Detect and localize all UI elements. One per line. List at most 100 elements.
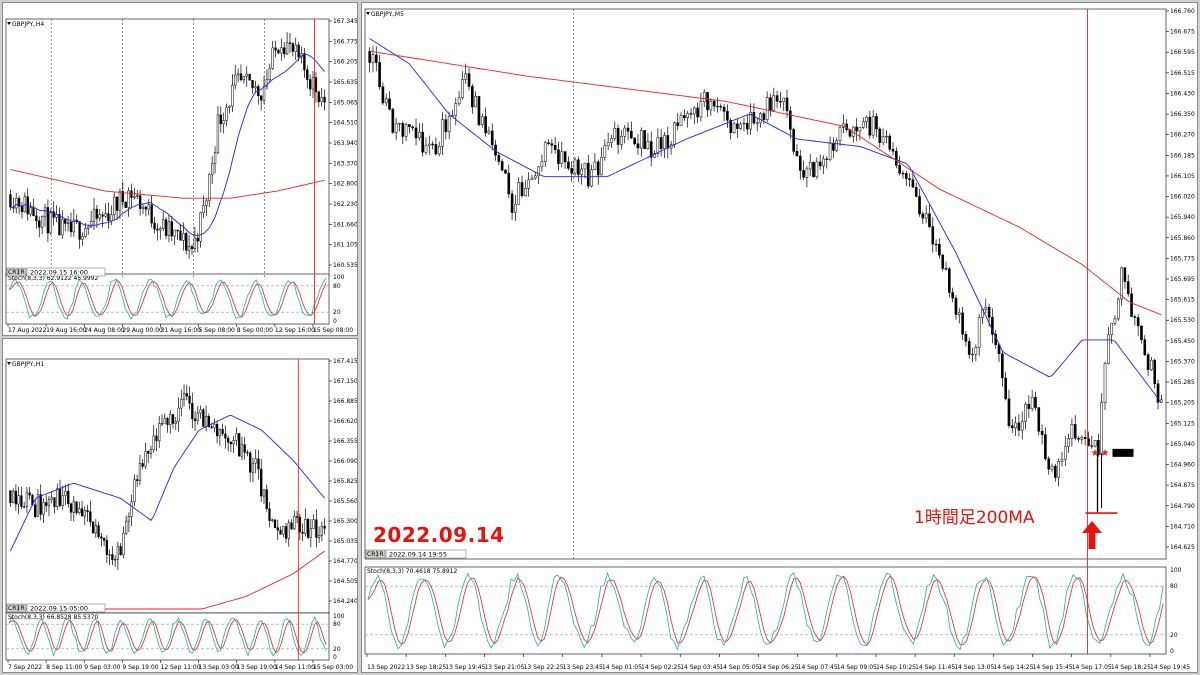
candle-body (163, 417, 166, 424)
candle-body (107, 213, 110, 222)
r-box (18, 603, 27, 613)
candle-body (918, 196, 921, 215)
candle-body (1136, 317, 1140, 327)
candle-body (514, 204, 517, 213)
candle-body (282, 526, 285, 535)
time-tick-label: 14 Sep 13:05 (954, 664, 994, 671)
candle-body (9, 194, 12, 208)
candle-body (570, 168, 574, 174)
chart-window-m5[interactable]: GBPJPY.,M5 166.760 166.675 166.595 166.515 16… (361, 2, 1198, 673)
price-tick-label: 164.510 (333, 120, 358, 127)
candle-body (961, 312, 964, 335)
candle-body (58, 488, 62, 506)
price-tick-label: 166.350 (1170, 111, 1195, 118)
candle-body (323, 526, 326, 529)
candle-body (676, 122, 680, 126)
candle-body (45, 502, 48, 506)
price-tick-label: 162.230 (333, 201, 358, 208)
candle-body (288, 42, 292, 44)
candle-body (202, 205, 205, 213)
price-tick-label: 166.090 (333, 458, 358, 465)
candle-body (414, 127, 418, 139)
entry-star-icon: ★ (1091, 448, 1100, 459)
candle-body (692, 107, 696, 115)
price-tick-label: 167.415 (333, 358, 358, 365)
time-tick-label: 14 Sep 05:05 (719, 664, 759, 671)
candle-body (888, 135, 892, 150)
candle-body (89, 511, 92, 523)
price-tick-label: 165.205 (1170, 400, 1195, 407)
candle-body (1080, 437, 1084, 440)
time-tick-label: 14 Sep 18:25 (1111, 664, 1151, 671)
stoch-tick-label: 20 (333, 646, 341, 653)
candle-body (298, 516, 301, 533)
price-tick-label: 164.960 (1170, 462, 1195, 469)
candle-body (719, 105, 723, 108)
candle-body (477, 96, 481, 125)
up-arrow-icon (1082, 521, 1102, 549)
price-tick-label: 165.860 (1170, 235, 1195, 242)
chart-title: GBPJPY.,M5 (371, 11, 404, 18)
candle-body (626, 127, 630, 132)
candle-body (1004, 377, 1007, 400)
candle-body (285, 42, 289, 55)
candle-body (567, 161, 570, 169)
candle-body (147, 204, 150, 210)
candle-body (447, 116, 451, 133)
candle-body (524, 188, 527, 197)
price-tick-label: 165.040 (1170, 441, 1195, 448)
cursor-time-box (26, 267, 106, 277)
candle-body (144, 451, 147, 467)
candle-body (108, 554, 111, 556)
candle-body (520, 182, 524, 197)
candle-body (295, 516, 299, 518)
chart-h1-canvas[interactable]: GBPJPY.,H1 167.415 167.150 166.885 166.620 16… (3, 339, 358, 673)
candle-body (1014, 422, 1017, 429)
candle-body (40, 216, 44, 228)
time-tick-label: 14 Sep 09:05 (837, 664, 877, 671)
candle-body (125, 520, 128, 534)
candle-body (1024, 403, 1027, 422)
candle-body (1007, 398, 1011, 426)
candle-body (706, 92, 709, 111)
candle-body (52, 211, 55, 218)
candle-body (66, 221, 70, 224)
candle-body (537, 166, 540, 177)
candle-body (739, 123, 742, 129)
candle-body (274, 47, 277, 51)
candle-body (210, 426, 213, 429)
stoch-main-line (8, 615, 327, 657)
stoch-signal-line (367, 575, 1164, 646)
candle-body (122, 532, 125, 556)
candle-body (1010, 425, 1014, 429)
candle-body (898, 165, 901, 174)
candle-body (234, 74, 237, 86)
candle-body (779, 101, 782, 103)
candle-body (228, 105, 231, 108)
candle-body (702, 92, 706, 102)
candle-body (304, 519, 307, 534)
candle-body (596, 161, 600, 176)
candle-body (471, 86, 474, 108)
candle-body (64, 490, 67, 496)
candle-body (215, 424, 219, 437)
candle-body (838, 127, 842, 141)
candle-body (317, 91, 320, 103)
candle-body (835, 140, 839, 151)
candle-body (593, 161, 597, 170)
time-tick-label: 13 Sep 21:05 (484, 664, 524, 671)
chart-m5-canvas[interactable]: GBPJPY.,M5 166.760 166.675 166.595 166.515 16… (362, 3, 1198, 673)
candle-body (716, 105, 719, 108)
price-tick-label: 165.635 (333, 79, 358, 86)
chart-h4-canvas[interactable]: GBPJPY.,H4 167.345 166.775 166.205 165.635 16… (3, 3, 358, 336)
candle-body (434, 144, 438, 155)
candle-body (141, 206, 145, 209)
candle-body (290, 522, 293, 530)
candle-body (176, 229, 179, 232)
candle-body (196, 237, 199, 242)
chart-window-h4[interactable]: GBPJPY.,H4 167.345 166.775 166.205 165.635 16… (2, 2, 358, 336)
chart-window-h1[interactable]: GBPJPY.,H1 167.415 167.150 166.885 166.620 16… (2, 338, 358, 673)
price-tick-label: 166.620 (333, 418, 358, 425)
r-label: R (21, 269, 25, 276)
